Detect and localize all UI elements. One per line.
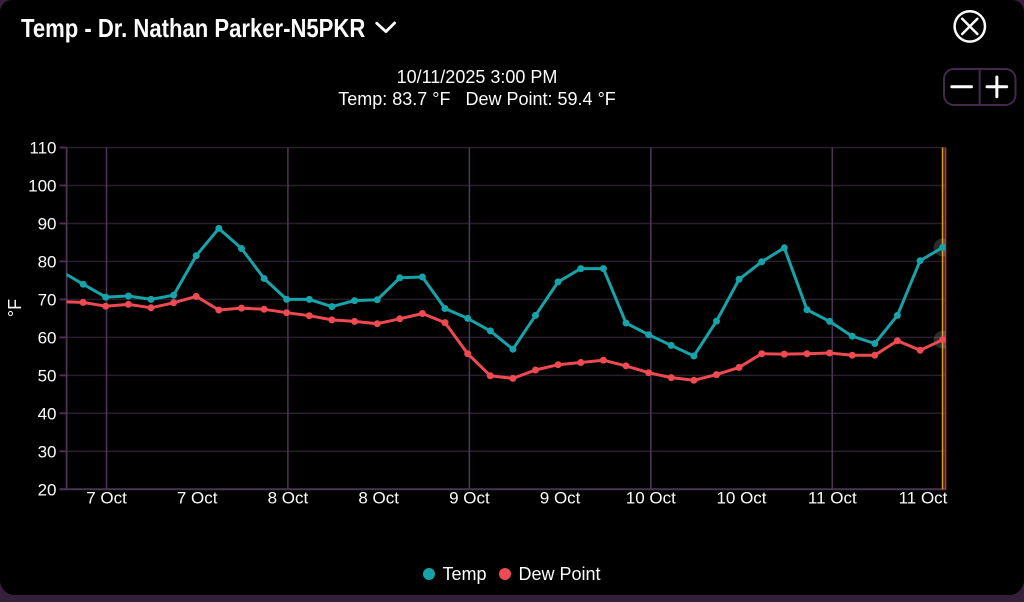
svg-text:110: 110 [29, 139, 56, 158]
svg-text:8 Oct: 8 Oct [268, 489, 309, 508]
svg-text:30: 30 [38, 442, 57, 461]
svg-text:°F: °F [5, 299, 25, 317]
svg-text:60: 60 [38, 329, 57, 348]
svg-text:20: 20 [38, 480, 57, 499]
svg-text:70: 70 [38, 291, 57, 310]
svg-text:50: 50 [38, 367, 57, 386]
svg-text:9 Oct: 9 Oct [540, 489, 581, 508]
svg-text:90: 90 [38, 215, 57, 234]
svg-text:10 Oct: 10 Oct [716, 489, 766, 508]
svg-text:7 Oct: 7 Oct [177, 489, 218, 508]
svg-text:9 Oct: 9 Oct [449, 489, 490, 508]
svg-text:7 Oct: 7 Oct [86, 489, 127, 508]
svg-text:11 Oct: 11 Oct [808, 489, 857, 508]
svg-text:8 Oct: 8 Oct [358, 489, 399, 508]
svg-text:100: 100 [28, 177, 56, 196]
svg-text:11 Oct: 11 Oct [899, 489, 948, 508]
svg-text:10 Oct: 10 Oct [626, 489, 676, 508]
svg-text:80: 80 [38, 253, 57, 272]
svg-text:40: 40 [38, 404, 57, 423]
